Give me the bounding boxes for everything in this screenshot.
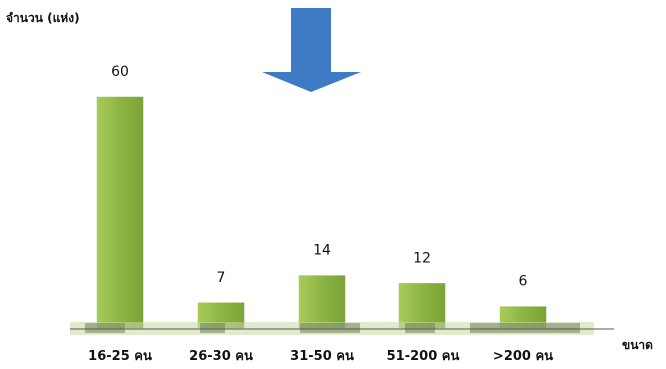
- x-tick-label: 16-25 คน: [88, 349, 152, 364]
- data-label: 60: [111, 64, 129, 80]
- x-tick-label: 31-50 คน: [290, 349, 354, 364]
- data-label: 12: [413, 250, 431, 266]
- x-axis-title: ขนาด: [622, 338, 653, 352]
- data-label: 14: [313, 243, 331, 259]
- x-tick-label: 51-200 คน: [387, 349, 460, 364]
- scenery-block: [300, 323, 360, 333]
- x-tick-label: 26-30 คน: [189, 349, 253, 364]
- data-label: 7: [217, 270, 226, 286]
- scenery-block: [470, 323, 580, 333]
- down-arrow-icon: [262, 8, 361, 92]
- bar: [397, 281, 447, 330]
- scenery-block: [200, 323, 225, 333]
- bars-layer: [95, 95, 548, 330]
- labels-layer: 60 16-25 คน 7 26-30 คน 14 31-50 คน 12 51-200 คน…: [88, 64, 553, 364]
- bar: [95, 95, 145, 330]
- scenery-block: [405, 323, 435, 333]
- bar: [297, 273, 347, 330]
- scenery-block: [85, 323, 125, 333]
- y-axis-title: จำนวน (แห่ง): [6, 11, 80, 25]
- x-tick-label: >200 คน: [493, 349, 553, 364]
- data-label: 6: [519, 274, 528, 290]
